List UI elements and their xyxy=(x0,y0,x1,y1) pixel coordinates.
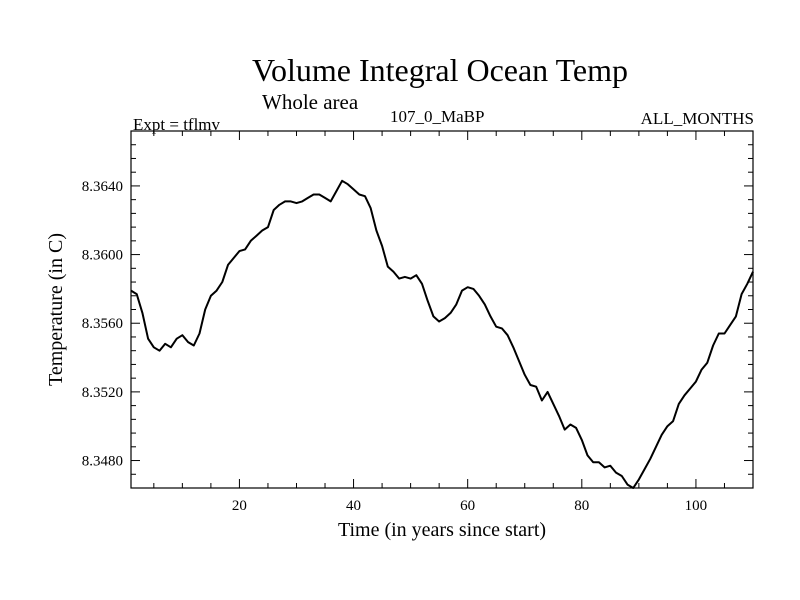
x-tick-label: 60 xyxy=(460,498,475,514)
x-tick-label: 80 xyxy=(574,498,589,514)
y-tick-label: 8.3600 xyxy=(82,248,123,264)
tick-labels: 20 40 60 80 100 8.3480 8.3520 8.3560 8.3600 8.364… xyxy=(82,179,707,514)
y-tick-label: 8.3520 xyxy=(82,385,123,401)
x-tick-label: 20 xyxy=(232,498,247,514)
axis-ticks xyxy=(131,130,754,489)
x-tick-label: 40 xyxy=(346,498,361,514)
experiment-label: Expt = tflmv xyxy=(133,115,221,134)
chart-title: Volume Integral Ocean Temp xyxy=(251,52,628,88)
series-line xyxy=(130,179,754,489)
months-label: ALL_MONTHS xyxy=(640,109,754,128)
period-label: 107_0_MaBP xyxy=(390,107,485,126)
x-axis-label: Time (in years since start) xyxy=(338,519,546,541)
y-axis-label: Temperature (in C) xyxy=(45,233,67,386)
chart-subtitle: Whole area xyxy=(262,90,359,114)
x-tick-label: 100 xyxy=(685,498,708,514)
y-tick-label: 8.3560 xyxy=(82,316,123,332)
plot-frame xyxy=(130,130,754,489)
y-tick-label: 8.3640 xyxy=(82,179,123,195)
y-tick-label: 8.3480 xyxy=(82,454,123,470)
